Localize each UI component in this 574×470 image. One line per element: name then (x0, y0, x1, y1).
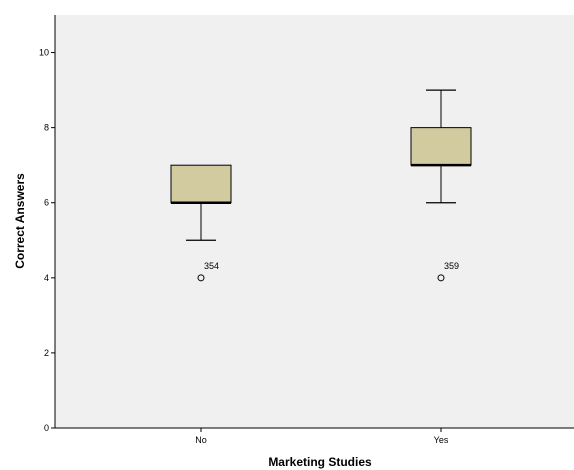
y-axis-title: Correct Answers (13, 173, 27, 269)
x-axis-title: Marketing Studies (268, 455, 372, 469)
y-tick-label: 8 (44, 123, 49, 133)
outlier-point (197, 274, 205, 282)
outlier-label: 359 (444, 261, 459, 271)
x-tick-label: Yes (434, 435, 449, 445)
y-tick-label: 4 (44, 273, 49, 283)
y-tick-label: 2 (44, 348, 49, 358)
y-tick-label: 6 (44, 198, 49, 208)
iqr-box (410, 127, 472, 166)
outlier-point (437, 274, 445, 282)
box-group-no: 354 (170, 164, 232, 282)
outlier-label: 354 (204, 261, 219, 271)
y-tick-label: 10 (39, 48, 49, 58)
plot-area (55, 15, 574, 428)
x-tick-label: No (195, 435, 207, 445)
box-group-yes: 359 (410, 89, 472, 282)
y-tick-label: 0 (44, 423, 49, 433)
iqr-box (170, 164, 232, 204)
